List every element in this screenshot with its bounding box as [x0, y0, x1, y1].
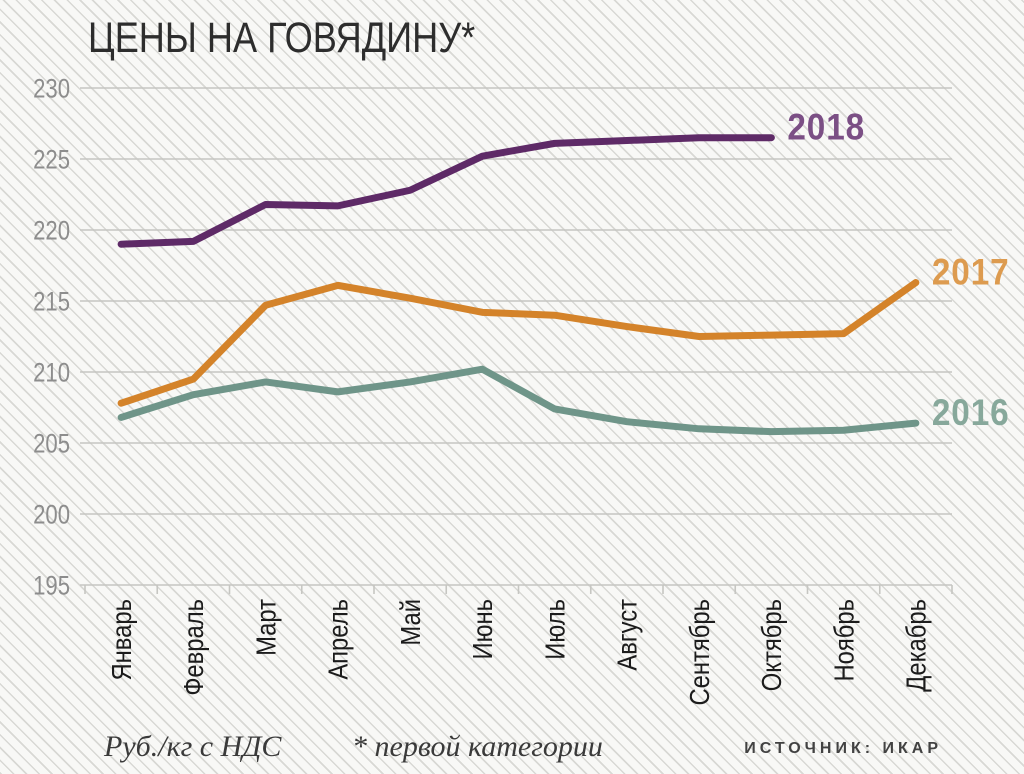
month-label: Август [611, 599, 643, 671]
y-axis-label: 200 [33, 500, 70, 530]
y-axis-label: 225 [33, 145, 70, 175]
y-axis-label: 210 [33, 358, 70, 388]
series-line-2017 [117, 279, 920, 407]
chart-title: ЦЕНЫ НА ГОВЯДИНУ* [88, 14, 476, 62]
month-label: Февраль [177, 599, 209, 696]
series-line-2018 [117, 134, 775, 248]
month-label: Ноябрь [828, 599, 860, 682]
month-label: Январь [105, 599, 137, 681]
series-label-2017: 2017 [932, 252, 1010, 293]
y-axis-label: 195 [33, 571, 70, 601]
source-label: ИСТОЧНИК: ИКАР [744, 740, 942, 757]
series-label-2018: 2018 [787, 107, 865, 148]
month-label: Сентябрь [683, 599, 715, 706]
month-label: Апрель [322, 599, 354, 680]
month-label: Декабрь [900, 599, 932, 692]
y-axis-label: 230 [33, 74, 70, 104]
month-label: Июль [539, 599, 571, 660]
series-label-2016: 2016 [932, 392, 1010, 433]
category-note: * первой категории [352, 730, 603, 763]
month-label: Март [250, 599, 282, 656]
month-label: Июнь [466, 599, 498, 659]
month-label: Октябрь [755, 599, 787, 691]
y-axis-label: 205 [33, 429, 70, 459]
y-axis-label: 220 [33, 216, 70, 246]
y-axis-label: 215 [33, 287, 70, 317]
units-note: Руб./кг с НДС [104, 730, 282, 763]
month-label: Май [394, 599, 426, 646]
series-line-2016 [117, 365, 920, 436]
